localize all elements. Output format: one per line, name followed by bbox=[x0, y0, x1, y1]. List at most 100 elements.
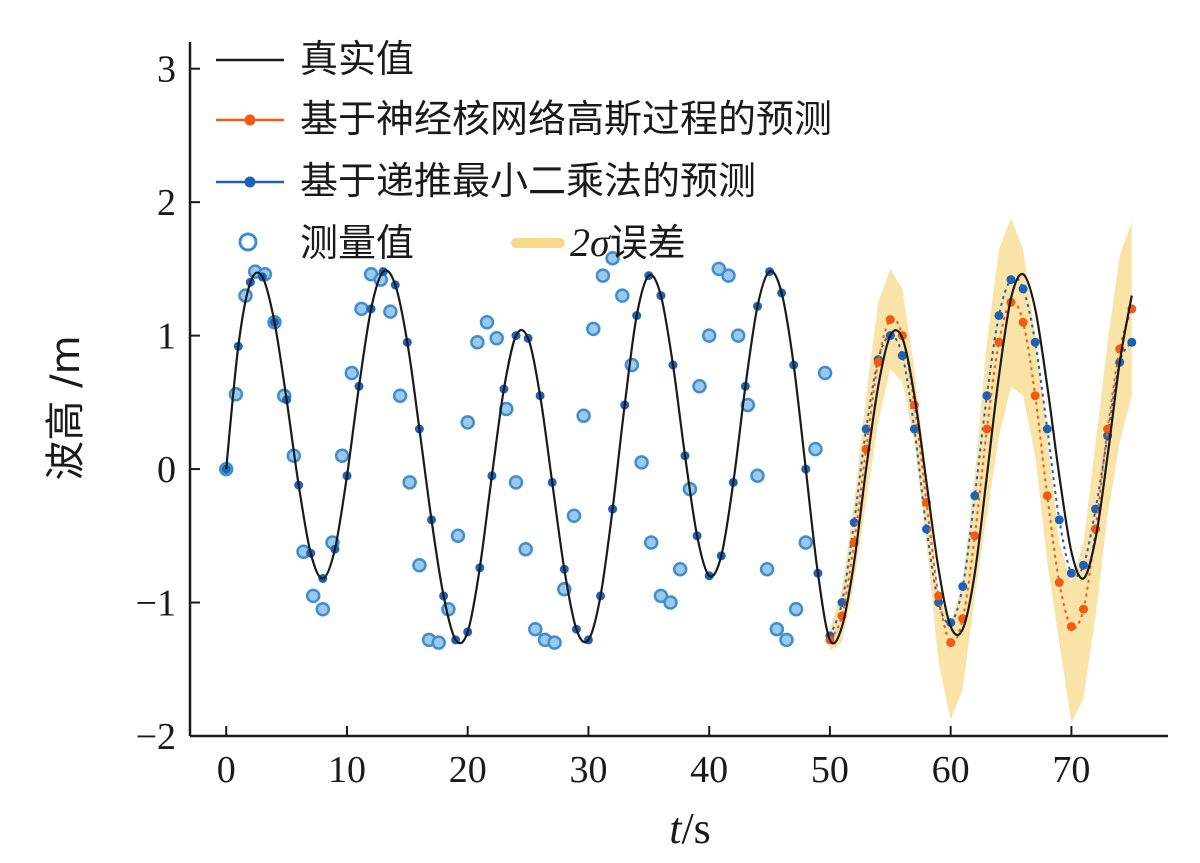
rls-point bbox=[1127, 337, 1137, 347]
legend-marker-gp bbox=[244, 114, 256, 126]
measured-point bbox=[305, 588, 321, 604]
legend-label-band-sigma: 2σ bbox=[570, 220, 611, 265]
legend-label-rls: 基于递推最小二乘法的预测 bbox=[300, 159, 756, 203]
x-tick-label: 20 bbox=[449, 749, 487, 791]
measured-point bbox=[595, 268, 611, 283]
measured-point bbox=[392, 388, 408, 403]
measured-point bbox=[528, 621, 543, 637]
measured-point bbox=[518, 541, 533, 557]
measured-point bbox=[344, 365, 360, 381]
x-tick-label: 60 bbox=[932, 749, 970, 791]
y-tick-label: 0 bbox=[157, 449, 176, 491]
measured-point bbox=[470, 335, 485, 350]
rls-point bbox=[970, 491, 980, 501]
x-axis-title-unit: /s bbox=[681, 804, 710, 853]
gp-point bbox=[1066, 622, 1076, 632]
measured-point bbox=[576, 408, 591, 423]
legend-label-gp: 基于神经核网络高斯过程的预测 bbox=[300, 97, 832, 141]
y-tick-label: 2 bbox=[157, 182, 176, 224]
measured-point bbox=[624, 357, 640, 373]
y-tick-label: 1 bbox=[157, 316, 176, 358]
measured-point bbox=[788, 601, 804, 617]
gp-point bbox=[982, 424, 992, 434]
rls-point bbox=[1042, 424, 1052, 434]
x-tick-label: 10 bbox=[328, 749, 366, 791]
measured-point bbox=[566, 508, 582, 524]
measured-point bbox=[740, 397, 756, 413]
measured-point bbox=[769, 621, 785, 637]
y-tick-label: 3 bbox=[157, 49, 176, 91]
legend: 真实值 基于神经核网络高斯过程的预测 基于递推最小二乘法的预测 测量值 2σ误差 bbox=[216, 37, 832, 265]
measured-point bbox=[711, 261, 727, 277]
rls-point bbox=[958, 582, 968, 591]
measured-point bbox=[663, 595, 678, 610]
measured-point bbox=[586, 321, 601, 337]
measured-point bbox=[402, 475, 417, 490]
legend-marker-measured bbox=[238, 232, 258, 252]
measured-point bbox=[508, 475, 524, 490]
gp-point bbox=[994, 337, 1004, 347]
rls-point bbox=[994, 311, 1004, 321]
rls-point bbox=[1030, 337, 1040, 347]
gp-point bbox=[1018, 317, 1028, 327]
gp-point bbox=[1054, 578, 1064, 587]
rls-point bbox=[982, 391, 992, 401]
legend-label-true: 真实值 bbox=[300, 37, 414, 81]
rls-point bbox=[922, 524, 931, 534]
x-tick-label: 30 bbox=[569, 749, 607, 791]
x-axis-title: t/s bbox=[669, 804, 711, 853]
measured-point bbox=[701, 328, 717, 343]
gp-point bbox=[1079, 604, 1088, 614]
measured-point bbox=[721, 268, 736, 283]
rls-point bbox=[1006, 275, 1016, 285]
legend-label-measured: 测量值 bbox=[300, 221, 414, 265]
ticks-layer: 0 10 20 30 40 50 60 70 −2 −1 0 1 2 3 bbox=[136, 49, 1091, 791]
measured-point bbox=[808, 441, 823, 457]
measured-point bbox=[750, 468, 765, 484]
rls-point bbox=[897, 351, 907, 361]
gp-point bbox=[946, 638, 956, 648]
measured-point bbox=[354, 301, 369, 317]
measured-point bbox=[605, 250, 620, 266]
x-tick-label: 40 bbox=[690, 749, 728, 791]
measured-point bbox=[412, 557, 427, 573]
x-axis-title-variable: t bbox=[669, 804, 683, 853]
measured-point bbox=[730, 328, 746, 343]
y-tick-label: −2 bbox=[136, 716, 176, 758]
rls-point bbox=[1066, 568, 1076, 578]
measured-point bbox=[692, 379, 707, 394]
measured-point bbox=[315, 601, 331, 617]
measured-point bbox=[798, 535, 814, 550]
measured-point bbox=[759, 561, 775, 577]
legend-label-band-text: 误差 bbox=[610, 221, 686, 265]
rls-point bbox=[1054, 515, 1064, 525]
measured-point bbox=[615, 288, 630, 303]
series-measured bbox=[218, 250, 833, 650]
series-layer bbox=[218, 250, 1137, 650]
rls-point bbox=[1079, 560, 1088, 570]
measured-point bbox=[643, 535, 659, 550]
measured-point bbox=[383, 304, 398, 319]
measured-point bbox=[634, 455, 649, 470]
legend-label-band: 2σ误差 bbox=[570, 220, 686, 265]
y-tick-label: −1 bbox=[136, 583, 176, 625]
measured-point bbox=[479, 315, 495, 330]
axes-layer bbox=[188, 42, 1168, 738]
measured-point bbox=[547, 635, 562, 650]
measured-point bbox=[817, 365, 833, 381]
error-band-layer bbox=[829, 218, 1132, 723]
legend-marker-rls bbox=[244, 176, 256, 188]
gp-point bbox=[1042, 491, 1052, 501]
gp-point bbox=[934, 591, 944, 601]
measured-point bbox=[460, 415, 475, 430]
true-line bbox=[225, 269, 1133, 645]
gp-point bbox=[885, 315, 895, 325]
measured-point bbox=[779, 632, 794, 648]
measured-point bbox=[334, 448, 350, 463]
rls-point bbox=[1018, 284, 1028, 294]
measured-point bbox=[450, 528, 466, 544]
y-axis-title: 波高 /m bbox=[43, 335, 89, 480]
x-tick-label: 70 bbox=[1052, 749, 1090, 791]
gp-point bbox=[1030, 391, 1040, 401]
